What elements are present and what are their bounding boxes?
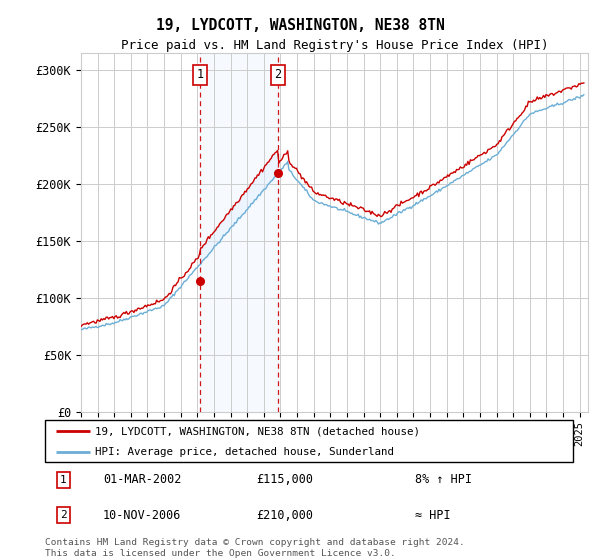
Text: 1: 1 — [60, 475, 67, 484]
Text: Contains HM Land Registry data © Crown copyright and database right 2024.: Contains HM Land Registry data © Crown c… — [45, 538, 465, 547]
Text: 19, LYDCOTT, WASHINGTON, NE38 8TN: 19, LYDCOTT, WASHINGTON, NE38 8TN — [155, 18, 445, 33]
Text: 8% ↑ HPI: 8% ↑ HPI — [415, 473, 472, 486]
FancyBboxPatch shape — [45, 420, 573, 462]
Text: 2: 2 — [60, 510, 67, 520]
Text: 1: 1 — [197, 68, 204, 81]
Text: 01-MAR-2002: 01-MAR-2002 — [103, 473, 181, 486]
Text: 19, LYDCOTT, WASHINGTON, NE38 8TN (detached house): 19, LYDCOTT, WASHINGTON, NE38 8TN (detac… — [95, 426, 420, 436]
Bar — [200, 53, 278, 412]
Text: This data is licensed under the Open Government Licence v3.0.: This data is licensed under the Open Gov… — [45, 549, 396, 558]
Text: 2: 2 — [275, 68, 282, 81]
Text: 10-NOV-2006: 10-NOV-2006 — [103, 508, 181, 521]
Text: £115,000: £115,000 — [256, 473, 313, 486]
Text: HPI: Average price, detached house, Sunderland: HPI: Average price, detached house, Sund… — [95, 447, 394, 458]
Text: ≈ HPI: ≈ HPI — [415, 508, 450, 521]
Title: Price paid vs. HM Land Registry's House Price Index (HPI): Price paid vs. HM Land Registry's House … — [121, 39, 548, 52]
Text: £210,000: £210,000 — [256, 508, 313, 521]
